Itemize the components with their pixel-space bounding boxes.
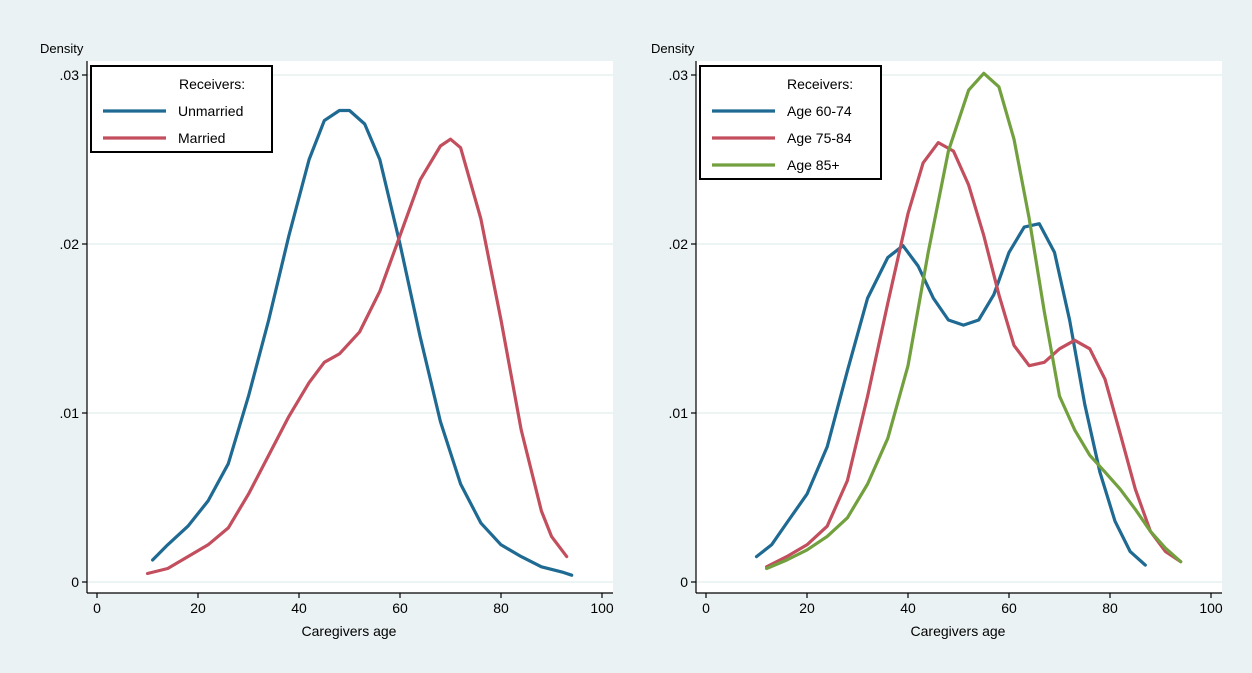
left-axes: 0 .01 .02 .03 0 20 40 60 80 100 (60, 61, 614, 616)
right-ytick-label-3: .03 (669, 67, 689, 83)
left-xlabel: Caregivers age (302, 623, 397, 639)
right-legend-label-1: Age 60-74 (787, 103, 852, 119)
left-ytick-label-1: .01 (60, 405, 80, 421)
right-legend-label-3: Age 85+ (787, 157, 840, 173)
right-xtick-label-3: 60 (1001, 600, 1017, 616)
left-xtick-label-2: 40 (291, 600, 307, 616)
left-series-line-1 (151, 108, 574, 577)
left-xtick-label-0: 0 (93, 600, 101, 616)
right-chart: 0 .01 .02 .03 0 20 40 60 80 100 Density Caregiver… (651, 41, 1223, 639)
left-legend-label-1: Unmarried (178, 103, 243, 119)
right-legend-label-2: Age 75-84 (787, 130, 852, 146)
left-xtick-label-1: 20 (190, 600, 206, 616)
right-axes: 0 .01 .02 .03 0 20 40 60 80 100 (669, 61, 1223, 616)
right-xtick-label-1: 20 (799, 600, 815, 616)
left-ylabel: Density (40, 41, 84, 56)
left-series-lines (145, 108, 574, 577)
right-series-line-1 (754, 222, 1147, 567)
left-series-line-2 (145, 137, 569, 576)
right-xtick-label-5: 100 (1199, 600, 1223, 616)
left-legend: Receivers: Unmarried Married (90, 65, 273, 153)
left-ytick-label-2: .02 (60, 236, 80, 252)
right-legend-title: Receivers: (787, 76, 853, 92)
left-legend-label-2: Married (178, 130, 225, 146)
right-series-line-3 (764, 71, 1183, 571)
right-xtick-label-2: 40 (900, 600, 916, 616)
left-ytick-label-3: .03 (60, 67, 80, 83)
left-xtick-label-4: 80 (493, 600, 509, 616)
left-xtick-label-5: 100 (590, 600, 614, 616)
right-ylabel: Density (651, 41, 695, 56)
right-legend-box (699, 65, 882, 180)
right-series-lines (754, 71, 1183, 571)
right-xtick-label-4: 80 (1102, 600, 1118, 616)
left-xtick-label-3: 60 (392, 600, 408, 616)
right-series-line-2 (764, 141, 1183, 569)
right-ytick-label-0: 0 (680, 574, 688, 590)
right-ytick-label-1: .01 (669, 405, 689, 421)
left-chart: 0 .01 .02 .03 0 20 40 60 80 100 Density Caregiver… (40, 41, 614, 639)
right-legend: Receivers: Age 60-74 Age 75-84 Age 85+ (699, 65, 882, 180)
left-legend-title: Receivers: (179, 76, 245, 92)
right-xlabel: Caregivers age (911, 623, 1006, 639)
right-ytick-label-2: .02 (669, 236, 689, 252)
left-ytick-label-0: 0 (71, 574, 79, 590)
right-xtick-label-0: 0 (702, 600, 710, 616)
